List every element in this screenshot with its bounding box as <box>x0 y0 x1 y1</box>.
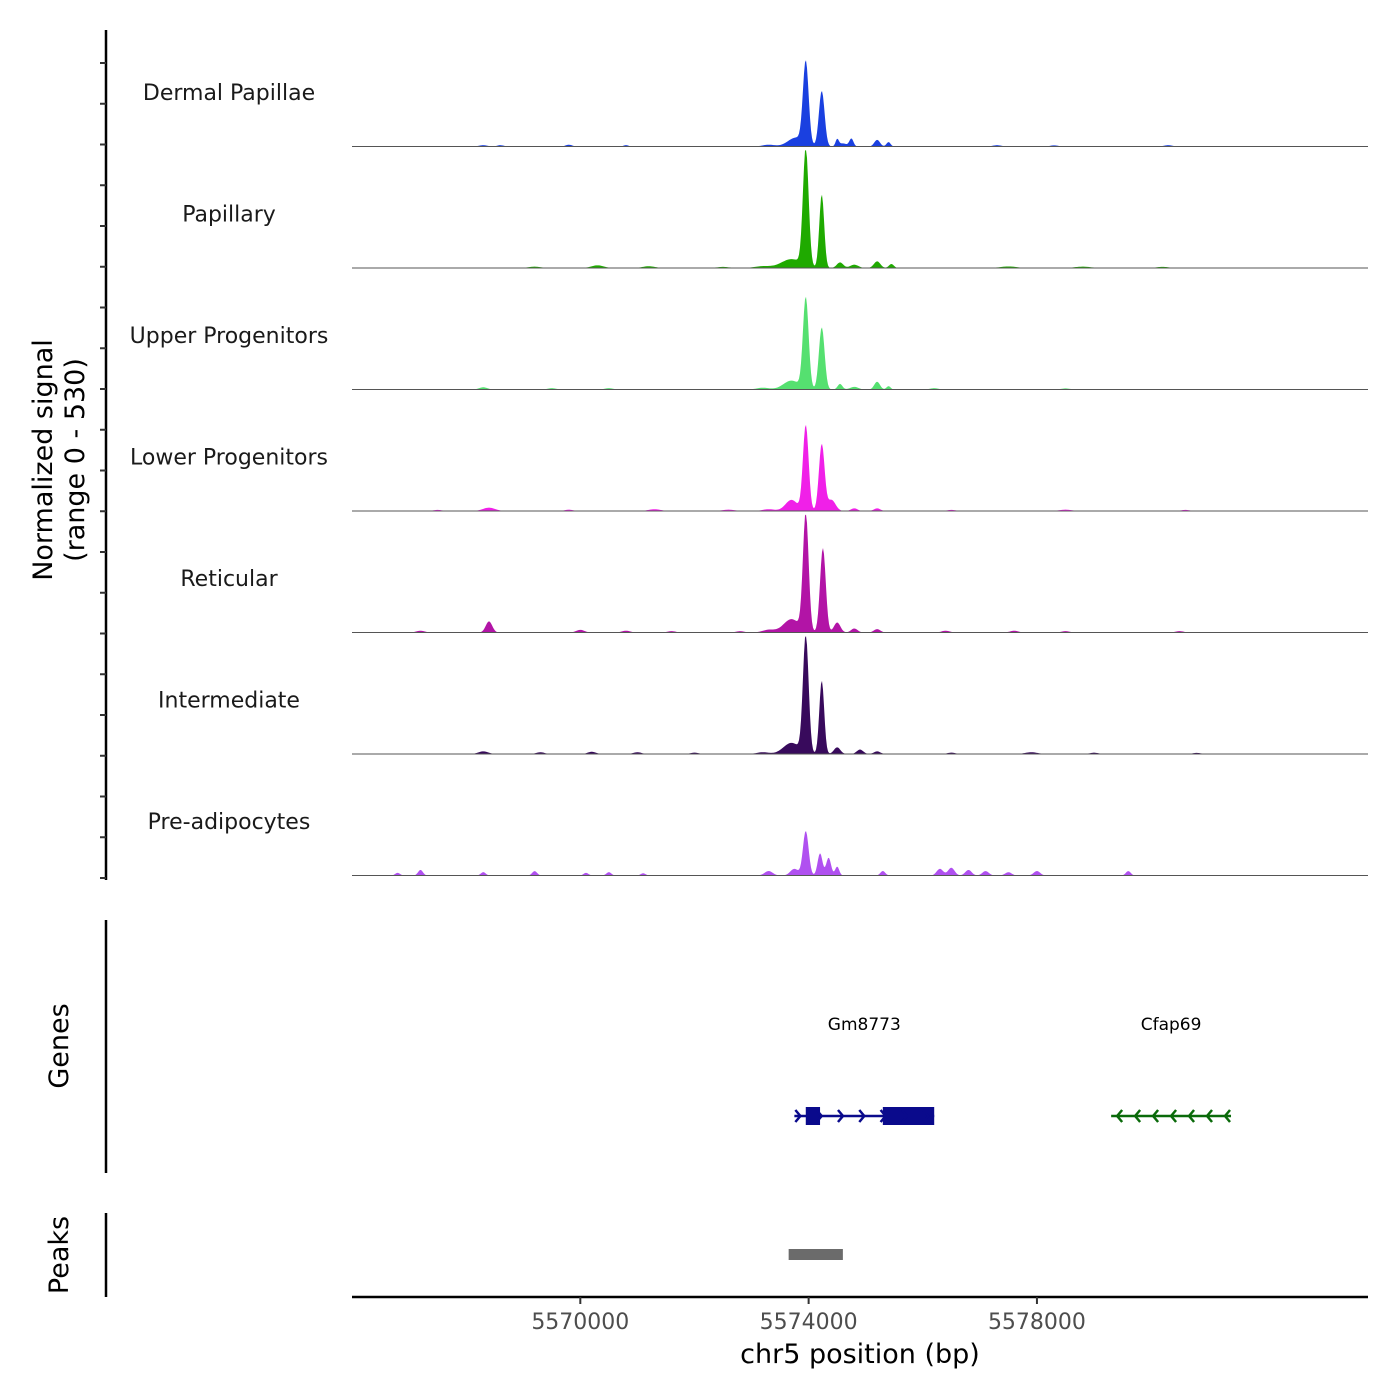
gene-label: Cfap69 <box>1141 1015 1202 1035</box>
x-axis-title: chr5 position (bp) <box>740 1339 980 1370</box>
track-label: Upper Progenitors <box>130 324 329 349</box>
coverage-area <box>352 514 1368 633</box>
track-label: Pre-adipocytes <box>148 810 311 835</box>
strand-arrow <box>1133 1109 1142 1123</box>
track-label: Lower Progenitors <box>130 446 328 471</box>
coverage-area <box>352 296 1368 390</box>
coverage-area <box>352 831 1368 876</box>
strand-arrow <box>1151 1109 1160 1123</box>
x-tick-label: 5570000 <box>531 1310 629 1335</box>
y-axis-title-line1: Normalized signal <box>28 339 59 581</box>
gene-cfap69: Cfap69 <box>1111 1015 1232 1123</box>
strand-arrow <box>1205 1109 1213 1123</box>
signal-y-axis <box>100 30 108 880</box>
strand-arrow <box>1223 1109 1231 1123</box>
x-tick-label: 5574000 <box>760 1310 858 1335</box>
peaks-track-label: Peaks <box>44 1216 75 1294</box>
track-upper-progenitors: Upper Progenitors <box>130 296 1368 390</box>
strand-arrow <box>794 1109 802 1123</box>
coverage-area <box>352 150 1368 268</box>
coverage-tracks: Dermal Papillae Papillary Upper Progenitor… <box>130 60 1368 876</box>
strand-arrow <box>922 1109 930 1123</box>
gene-label: Gm8773 <box>828 1015 901 1035</box>
genes-track-label: Genes <box>44 1003 75 1088</box>
strand-arrow <box>1115 1109 1124 1123</box>
track-label: Intermediate <box>158 689 300 714</box>
strand-arrow <box>858 1109 866 1123</box>
track-dermal-papillae: Dermal Papillae <box>143 60 1368 147</box>
y-axis-title-line2: (range 0 - 530) <box>60 358 91 562</box>
gene-gm8773: Gm8773 <box>794 1015 935 1125</box>
strand-arrow <box>879 1109 888 1123</box>
track-intermediate: Intermediate <box>158 636 1368 755</box>
track-label: Reticular <box>180 567 278 592</box>
track-reticular: Reticular <box>180 514 1368 633</box>
strand-arrow <box>1169 1109 1178 1123</box>
x-tick-label: 5578000 <box>988 1310 1086 1335</box>
x-axis: 5570000 5574000 5578000 <box>352 1295 1368 1335</box>
peak-region <box>788 1249 843 1260</box>
track-lower-progenitors: Lower Progenitors <box>130 424 1368 512</box>
track-label: Papillary <box>182 203 276 228</box>
coverage-area <box>352 424 1368 511</box>
strand-arrow <box>900 1109 909 1123</box>
coverage-area <box>352 636 1368 754</box>
strand-arrow <box>837 1109 845 1123</box>
strand-arrow <box>1187 1109 1196 1123</box>
coverage-area <box>352 60 1368 147</box>
track-pre-adipocytes: Pre-adipocytes <box>148 810 1368 876</box>
track-label: Dermal Papillae <box>143 81 315 106</box>
track-papillary: Papillary <box>182 150 1368 269</box>
strand-arrow <box>815 1109 824 1123</box>
peaks-track <box>104 1213 843 1297</box>
genes-track: Gm8773 Cfap69 <box>104 920 1232 1173</box>
